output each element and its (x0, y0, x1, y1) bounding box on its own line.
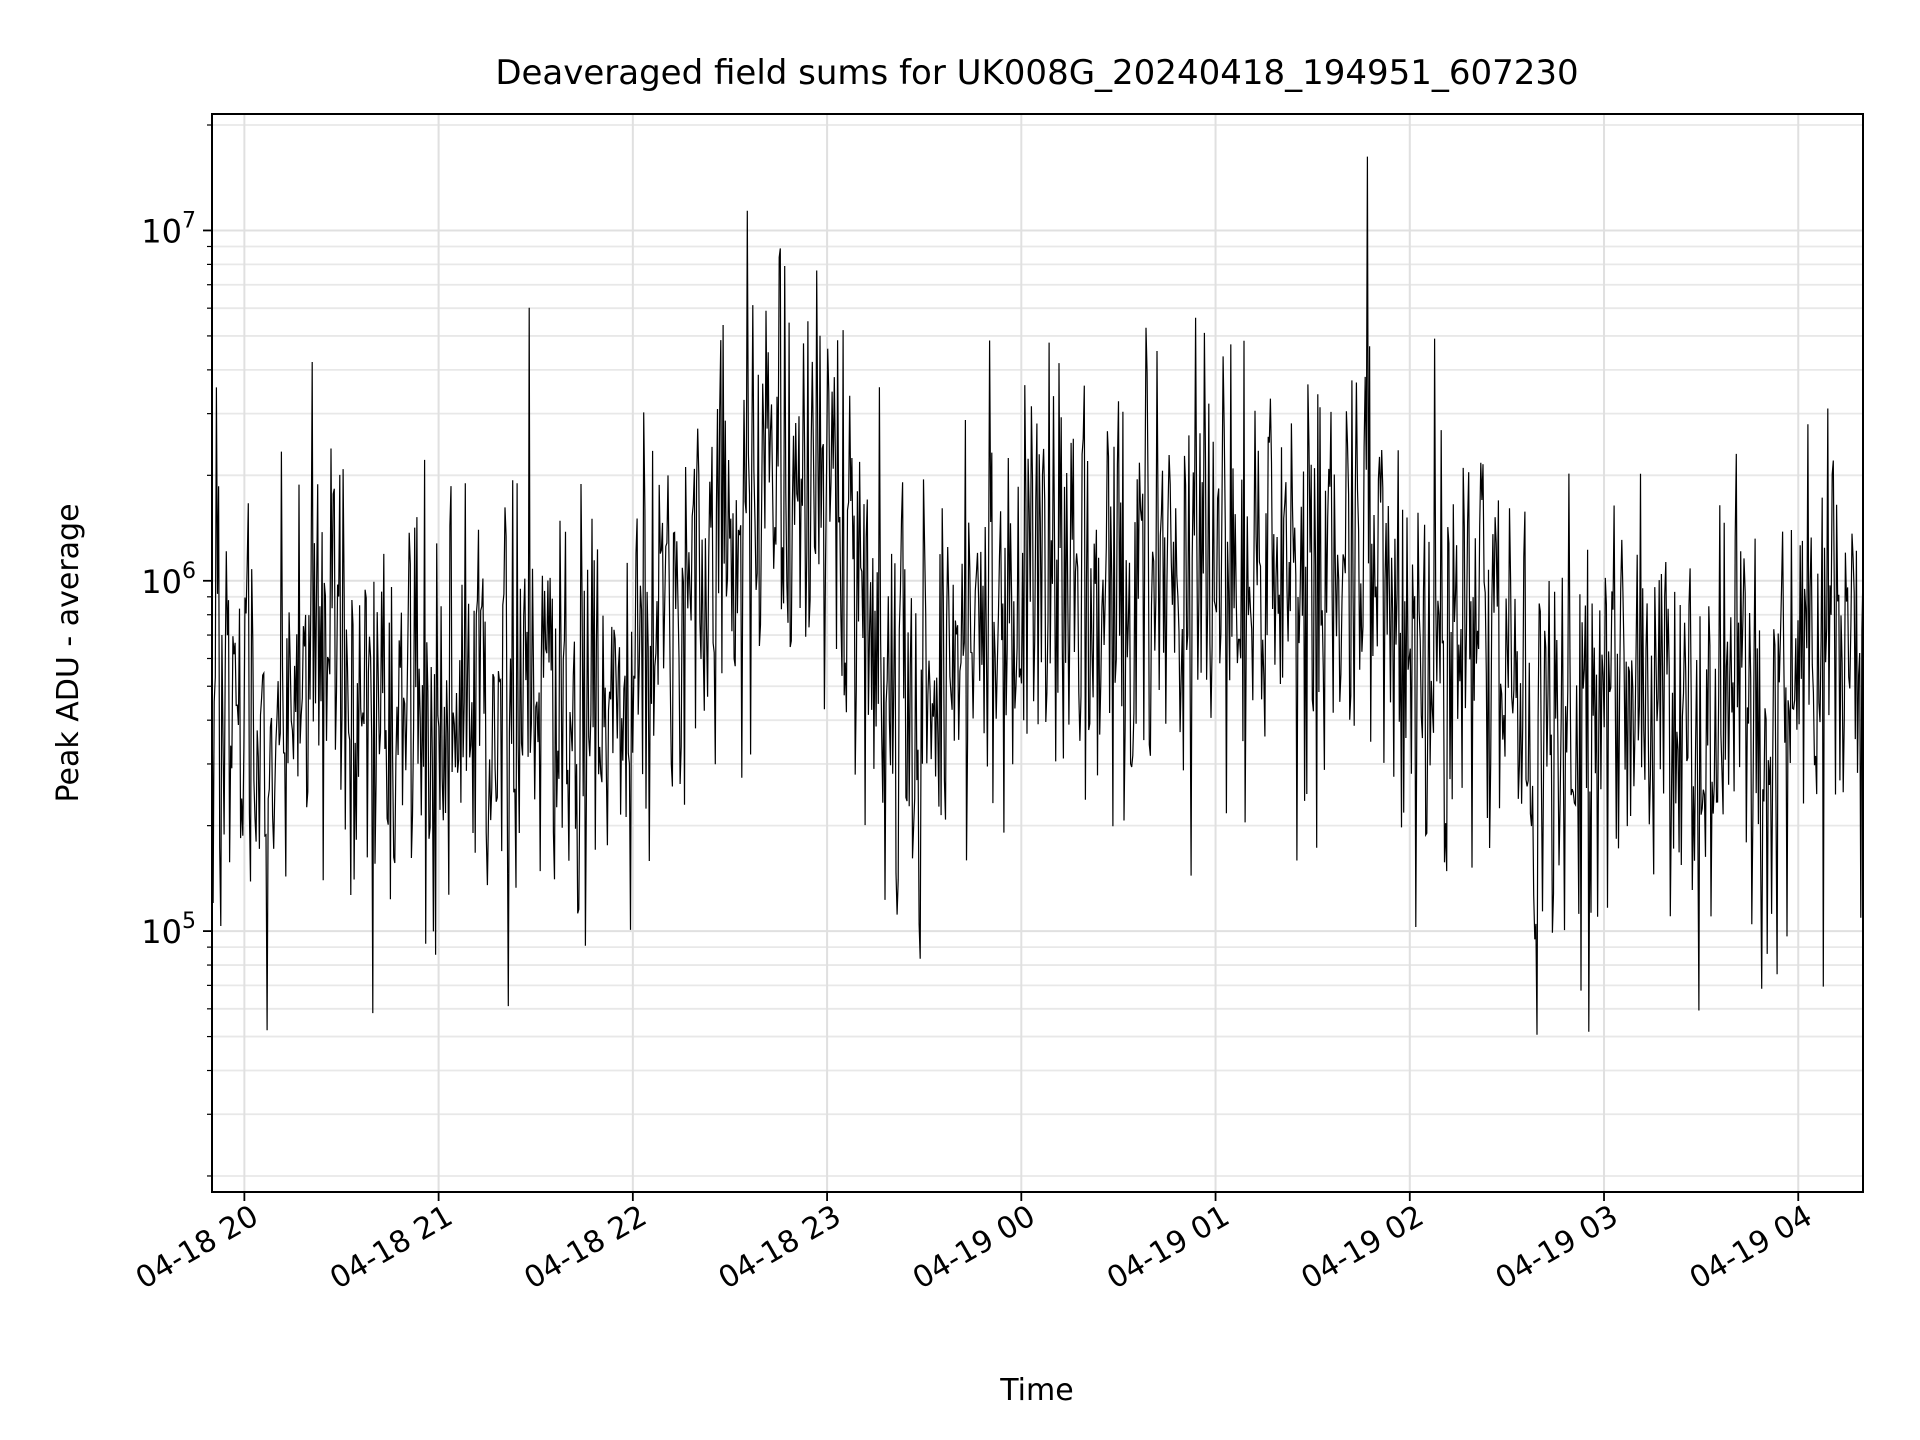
y-tick-label: 106 (141, 559, 196, 601)
chart-title: Deaveraged field sums for UK008G_2024041… (495, 53, 1578, 93)
data-series-line (211, 156, 1864, 1035)
y-axis-label: Peak ADU - average (51, 503, 86, 802)
y-tick-label: 105 (141, 909, 196, 951)
series-lines (211, 156, 1864, 1035)
x-axis-label: Time (999, 1373, 1073, 1408)
plot-frame (211, 113, 1864, 1193)
y-tick-label: 107 (141, 208, 196, 250)
